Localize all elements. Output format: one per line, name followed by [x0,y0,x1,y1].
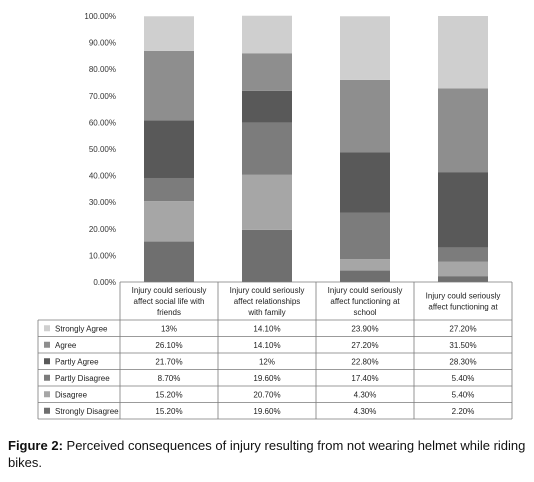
bar-segment [144,177,194,202]
data-label: 17.40% [351,374,378,383]
data-label: 4.30% [354,407,377,416]
legend-label: Agree [55,341,77,350]
legend-swatch [44,391,50,398]
data-label: 31.50% [449,341,476,350]
legend-swatch [44,341,50,348]
data-label: 27.20% [351,341,378,350]
category-label: Injury could seriously [328,286,403,295]
data-label: 15.20% [155,407,182,416]
bar-segment [438,16,488,89]
figure-caption: Figure 2: Perceived consequences of inju… [8,437,528,471]
legend-label: Partly Disagree [55,374,110,383]
bar-segment [242,53,292,91]
data-label: 8.70% [158,374,181,383]
category-label: affect functioning at [428,303,498,312]
bar-segment [340,16,390,80]
bars [144,15,488,282]
legend-label: Strongly Agree [55,324,108,333]
category-label: affect relationships [234,297,301,306]
data-label: 12% [259,357,275,366]
data-label: 22.80% [351,357,378,366]
data-label: 20.70% [253,390,280,399]
y-tick-label: 90.00% [89,39,116,48]
data-label: 28.30% [449,357,476,366]
bar-segment [144,241,194,282]
bar-segment [438,276,488,282]
category-label: affect functioning at [330,297,400,306]
data-label: 2.20% [452,407,475,416]
legend-swatch [44,325,50,332]
data-label: 19.60% [253,407,280,416]
data-label: 14.10% [253,324,280,333]
bar-segment [242,122,292,175]
y-tick-label: 70.00% [89,92,116,101]
bar-segment [340,152,390,213]
figure-caption-text: Perceived consequences of injury resulti… [8,438,526,470]
category-label: Injury could seriously [426,292,501,301]
data-label: 19.60% [253,374,280,383]
bar-segment [340,270,390,282]
legend-swatch [44,374,50,381]
bar-segment [438,261,488,277]
category-label: school [353,308,376,317]
y-tick-label: 100.00% [84,12,116,21]
y-tick-label: 10.00% [89,251,116,260]
bar-segment [438,247,488,262]
legend-swatch [44,407,50,414]
legend-label: Strongly Disagree [55,407,119,416]
legend-swatch [44,358,50,365]
category-label: Injury could seriously [132,286,207,295]
category-label: affect social life with [134,297,205,306]
data-label: 27.20% [449,324,476,333]
data-label: 5.40% [452,374,475,383]
bar-segment [438,172,488,248]
bar-segment [340,259,390,271]
y-tick-label: 50.00% [89,145,116,154]
y-tick-label: 80.00% [89,65,116,74]
bar-segment [144,50,194,121]
category-label: with family [247,308,285,317]
data-label: 23.90% [351,324,378,333]
bar-segment [340,79,390,153]
data-label: 13% [161,324,177,333]
legend-label: Disagree [55,390,88,399]
bar-segment [242,174,292,230]
figure-caption-label: Figure 2: [8,438,63,453]
data-label: 21.70% [155,357,182,366]
y-tick-label: 0.00% [93,278,116,287]
data-label: 5.40% [452,390,475,399]
bar-segment [242,229,292,282]
data-label: 4.30% [354,390,377,399]
data-label: 15.20% [155,390,182,399]
y-tick-label: 20.00% [89,225,116,234]
y-axis: 0.00% 10.00% 20.00% 30.00% 40.00% 50.00% 60.00… [84,12,116,287]
y-tick-label: 30.00% [89,198,116,207]
bar-segment [340,212,390,260]
y-tick-label: 60.00% [89,118,116,127]
bar-segment [242,15,292,54]
bar-segment [144,201,194,242]
y-tick-label: 40.00% [89,172,116,181]
bar-segment [438,88,488,173]
stacked-bar-chart: 0.00% 10.00% 20.00% 30.00% 40.00% 50.00% 60.00… [37,12,513,420]
bar-segment [242,90,292,123]
bar-segment [144,16,194,51]
data-table: Injury could seriously affect social life… [37,281,513,420]
data-label: 14.10% [253,341,280,350]
data-label: 26.10% [155,341,182,350]
legend-label: Partly Agree [55,357,99,366]
category-label: friends [157,308,181,317]
bar-segment [144,120,194,178]
category-label: Injury could seriously [230,286,305,295]
